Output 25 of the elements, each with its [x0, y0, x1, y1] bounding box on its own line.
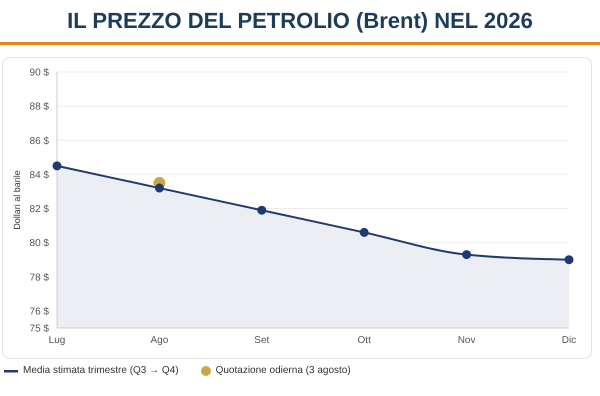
y-axis-title: Dollari al barile	[12, 170, 22, 230]
x-tick-label: Ago	[150, 335, 169, 346]
y-tick-label: 78 $	[30, 272, 50, 284]
x-tick-label: Set	[254, 335, 270, 346]
point	[360, 228, 369, 237]
chart-title: IL PREZZO DEL PETROLIO (Brent) NEL 2026	[0, 0, 600, 45]
y-tick-label: 86 $	[30, 136, 50, 147]
legend-label: Media stimata trimestre (Q3 → Q4)	[23, 365, 179, 376]
point	[154, 184, 164, 193]
point	[52, 161, 62, 170]
point	[257, 206, 266, 215]
y-tick-label: 84 $	[30, 170, 50, 181]
point	[462, 250, 472, 260]
x-tick-label: Nov	[458, 335, 476, 346]
x-tick-label: Ott	[358, 335, 372, 346]
y-tick-label: 76 $	[30, 306, 50, 318]
x-tick-label: Dic	[562, 335, 576, 346]
legend-label: Quotazione odierna (3 agosto)	[216, 365, 351, 376]
y-tick-label: 90 $	[30, 68, 50, 79]
y-tick-label: 80 $	[30, 238, 50, 250]
x-tick-label: Lug	[48, 335, 66, 346]
y-tick-label: 88 $	[30, 102, 50, 113]
y-tick-label: 75 $	[30, 324, 50, 335]
y-tick-label: 82 $	[30, 204, 50, 216]
point	[564, 255, 574, 264]
